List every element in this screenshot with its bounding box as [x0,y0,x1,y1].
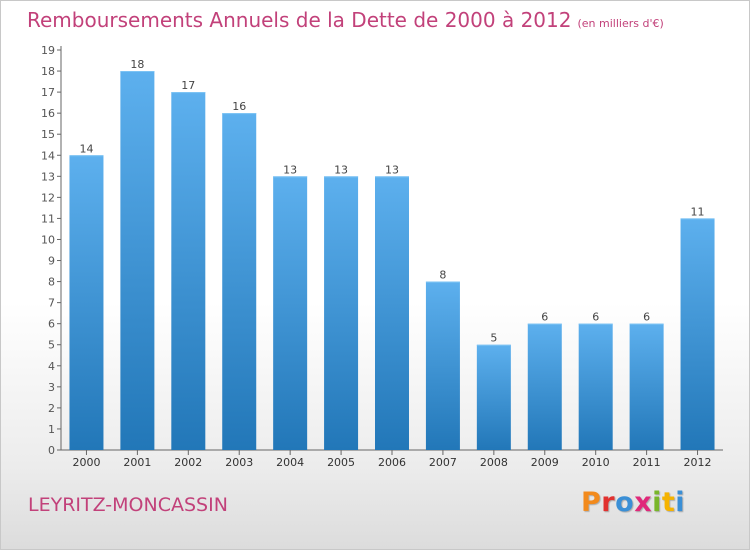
x-tick-label: 2008 [480,456,508,469]
bar [69,155,104,450]
y-tick-label: 18 [41,65,55,78]
y-tick-label: 16 [41,107,55,120]
logo-letter: i [652,487,662,518]
commune-name: LEYRITZ-MONCASSIN [28,494,228,516]
y-tick-label: 17 [41,86,55,99]
y-tick-label: 7 [48,297,55,310]
logo-letter: o [615,487,635,518]
chart-subtitle: (en milliers d'€) [577,17,664,30]
data-label: 6 [541,311,548,324]
y-tick-label: 1 [48,423,55,436]
logo-letter: i [675,487,686,518]
x-tick-label: 2011 [633,456,661,469]
x-tick-label: 2005 [327,456,355,469]
data-label: 16 [232,100,246,113]
x-tick-label: 2007 [429,456,457,469]
chart-title-text: Remboursements Annuels de la Dette de 20… [27,8,572,32]
y-tick-label: 3 [48,381,55,394]
chart-bars [69,71,715,451]
bar [222,113,257,450]
bar [324,176,359,450]
y-tick-label: 2 [48,402,55,415]
y-tick-label: 12 [41,191,55,204]
x-tick-label: 2010 [582,456,610,469]
data-label: 8 [439,269,446,282]
x-tick-label: 2002 [174,456,202,469]
bar [273,176,308,450]
bar [680,218,715,450]
data-label: 13 [334,163,348,176]
y-tick-label: 15 [41,128,55,141]
bar [375,176,409,450]
x-tick-label: 2012 [684,456,712,469]
y-tick-label: 5 [48,339,55,352]
bar [425,281,460,450]
data-label: 6 [592,311,599,324]
logo-letter: x [634,487,653,518]
x-tick-label: 2006 [378,456,406,469]
proxiti-logo: Proxiti [581,487,685,518]
y-tick-label: 11 [41,212,55,225]
y-tick-label: 0 [48,444,55,457]
data-label: 5 [490,332,497,345]
data-label: 18 [130,58,144,71]
data-label: 17 [181,79,195,92]
bar [171,92,206,451]
y-tick-label: 8 [48,276,55,289]
data-label: 13 [385,163,399,176]
bar [527,323,562,450]
data-label: 13 [283,163,297,176]
y-tick-label: 10 [41,233,55,246]
chart-labels: 2000 14 2001 18 2002 17 2003 16 2004 13 2005 13 2006… [72,58,711,469]
data-label: 14 [79,142,93,155]
bar [629,323,664,450]
y-tick-label: 13 [41,170,55,183]
bar [120,71,155,450]
x-tick-label: 2000 [72,456,100,469]
y-tick-label: 19 [41,44,55,57]
x-tick-label: 2004 [276,456,304,469]
x-tick-label: 2003 [225,456,253,469]
y-tick-label: 9 [48,255,55,268]
data-label: 6 [643,311,650,324]
data-label: 11 [691,205,705,218]
logo-letter: r [601,487,616,518]
chart-title: Remboursements Annuels de la Dette de 20… [27,8,664,32]
bar [476,344,511,450]
y-tick-label: 4 [48,360,55,373]
y-tick-label: 14 [41,149,55,162]
x-tick-label: 2009 [531,456,559,469]
bar [578,323,613,450]
x-tick-label: 2001 [123,456,151,469]
y-tick-label: 6 [48,318,55,331]
logo-letter: P [581,487,602,518]
logo-letter: t [661,487,676,518]
